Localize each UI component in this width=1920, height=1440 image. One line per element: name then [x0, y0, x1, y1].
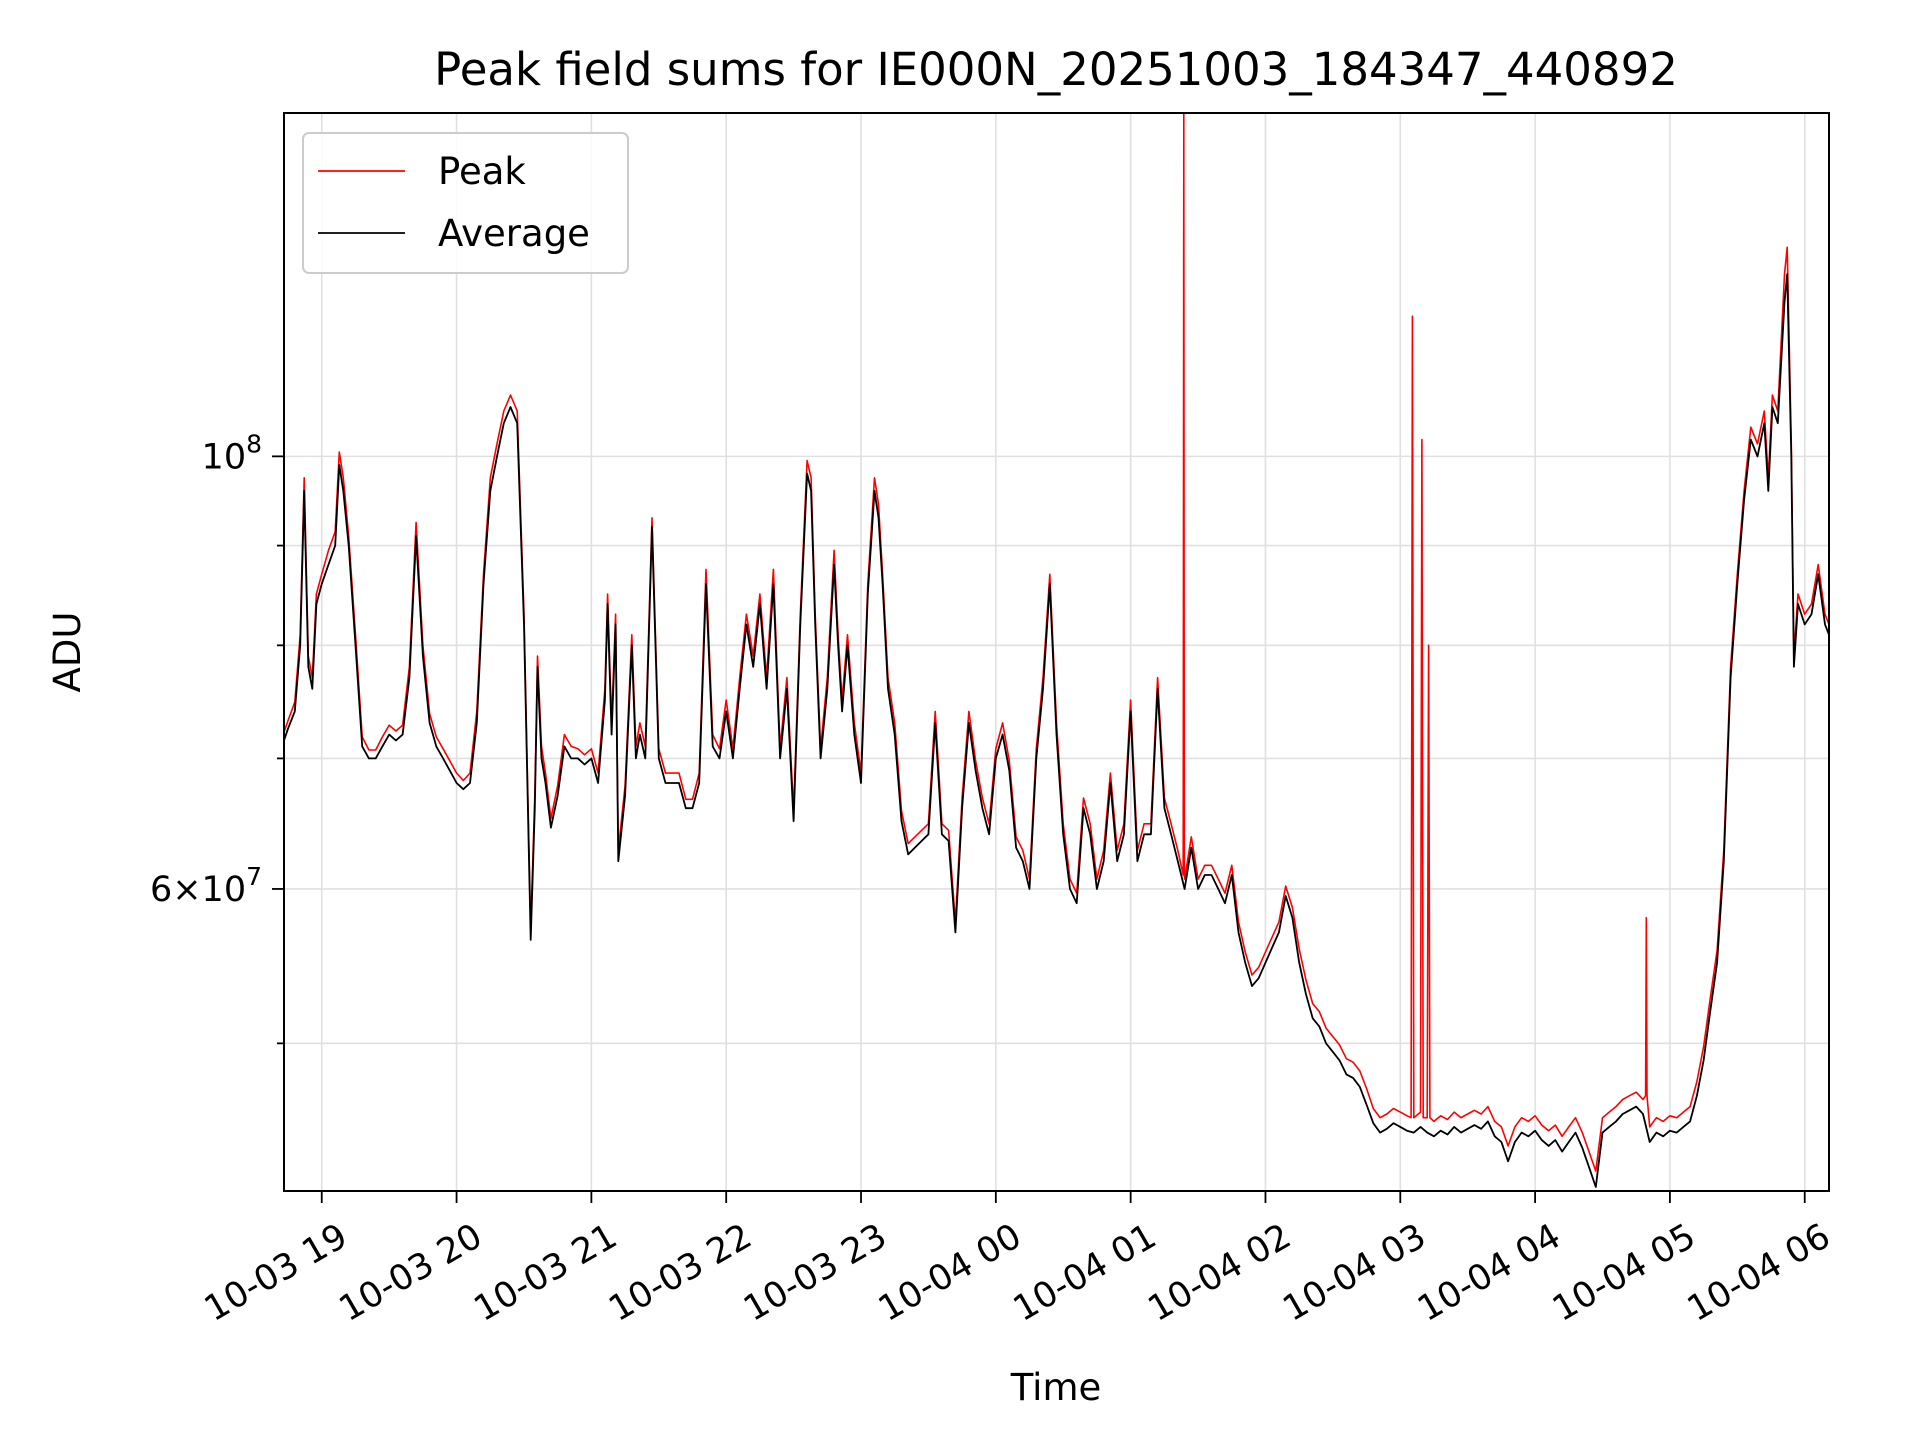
y-tick-label: 108 [202, 429, 262, 477]
chart-title: Peak field sums for IE000N_20251003_1843… [434, 43, 1678, 96]
series-line-average [284, 273, 1829, 1188]
legend: Peak Average [302, 132, 629, 274]
plot-frame [283, 112, 1830, 1192]
legend-label-average: Average [438, 212, 590, 255]
plot-series [284, 113, 1829, 1188]
legend-label-peak: Peak [438, 150, 526, 193]
y-tick-label: 6×107 [150, 862, 262, 910]
y-axis-label: ADU [46, 612, 89, 693]
x-axis-label: Time [1010, 1366, 1102, 1409]
legend-box [302, 132, 629, 274]
